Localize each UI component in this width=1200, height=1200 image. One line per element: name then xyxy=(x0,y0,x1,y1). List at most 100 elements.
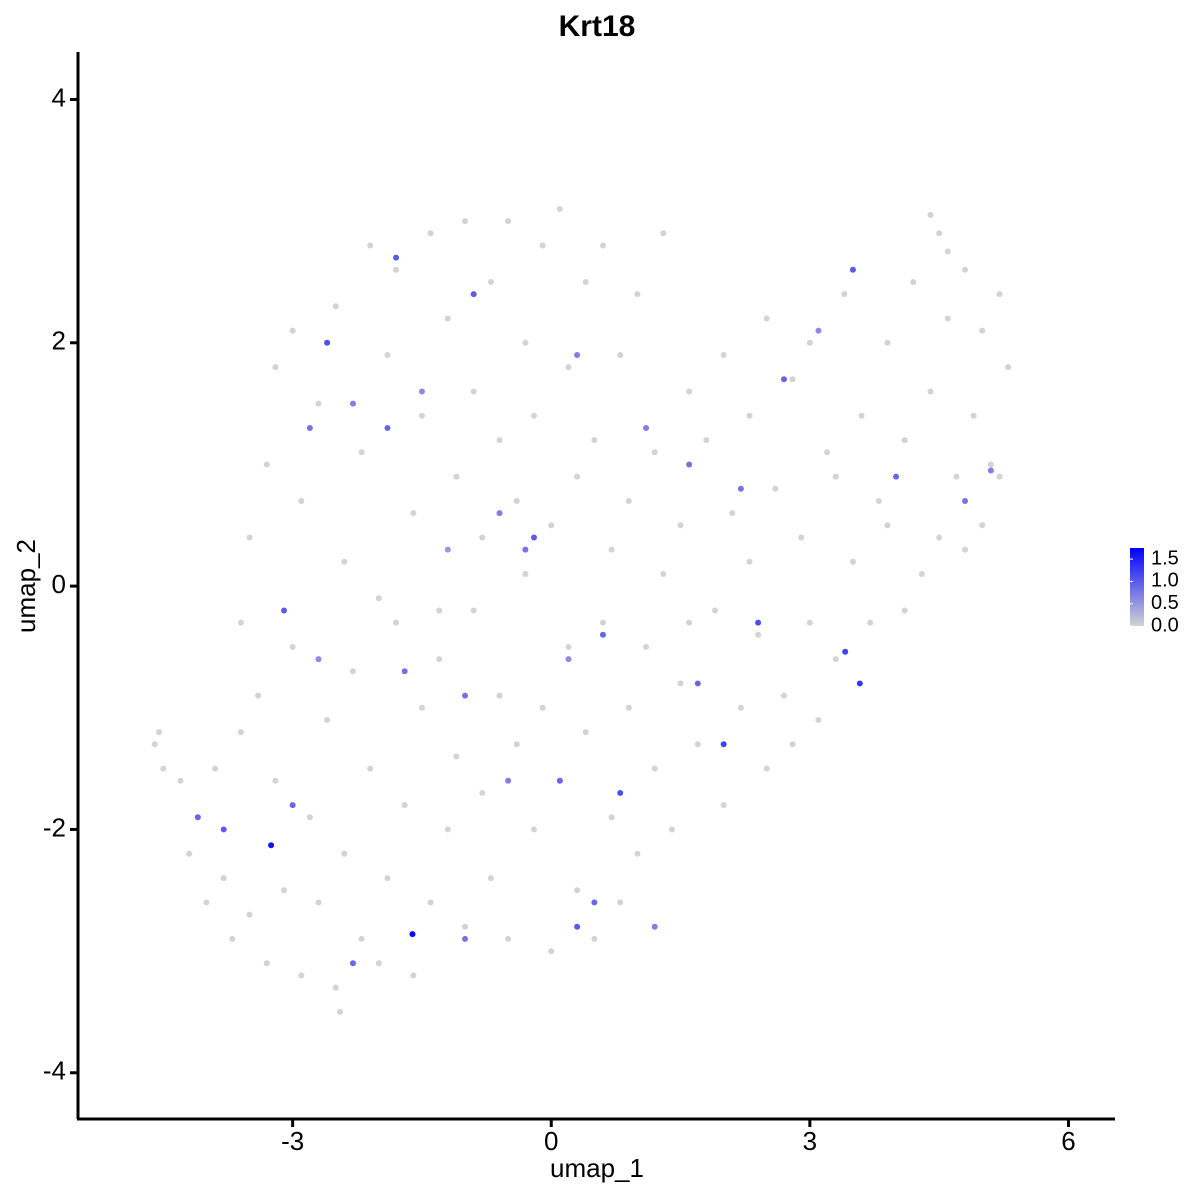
point xyxy=(806,339,813,346)
point xyxy=(298,497,305,504)
point xyxy=(591,437,598,444)
point xyxy=(772,485,779,492)
point xyxy=(970,412,977,419)
point xyxy=(487,278,494,285)
point xyxy=(384,351,391,358)
point xyxy=(651,765,658,772)
point xyxy=(884,339,891,346)
point xyxy=(410,972,417,979)
point xyxy=(186,850,193,857)
point xyxy=(418,388,425,395)
point xyxy=(539,704,546,711)
point xyxy=(470,388,477,395)
point xyxy=(160,765,167,772)
point xyxy=(565,364,572,371)
point xyxy=(418,704,425,711)
point xyxy=(582,729,589,736)
point xyxy=(263,960,270,967)
point xyxy=(979,522,986,529)
point xyxy=(737,485,744,492)
point xyxy=(255,692,262,699)
point xyxy=(470,607,477,614)
point xyxy=(522,546,529,553)
point xyxy=(574,887,581,894)
point xyxy=(531,412,538,419)
point xyxy=(220,826,227,833)
point xyxy=(324,716,331,723)
point xyxy=(505,777,512,784)
point xyxy=(625,704,632,711)
point xyxy=(298,972,305,979)
point xyxy=(660,570,667,577)
point xyxy=(410,510,417,517)
y-tick-label: 2 xyxy=(52,326,66,356)
point xyxy=(953,473,960,480)
point xyxy=(263,461,270,468)
point xyxy=(789,376,796,383)
legend-label: 0.0 xyxy=(1151,614,1179,636)
point xyxy=(367,765,374,772)
point xyxy=(599,631,606,638)
point xyxy=(332,303,339,310)
point xyxy=(746,412,753,419)
point xyxy=(694,680,701,687)
point xyxy=(212,765,219,772)
y-tick-label: -2 xyxy=(43,812,66,842)
point xyxy=(979,327,986,334)
point xyxy=(737,704,744,711)
legend-label: 1.0 xyxy=(1151,570,1179,592)
point xyxy=(686,388,693,395)
point xyxy=(660,230,667,237)
point xyxy=(858,412,865,419)
point xyxy=(332,984,339,991)
point xyxy=(444,315,451,322)
point xyxy=(444,546,451,553)
point xyxy=(341,558,348,565)
point xyxy=(349,400,356,407)
point xyxy=(548,522,555,529)
point xyxy=(755,619,762,626)
point xyxy=(289,802,296,809)
point xyxy=(246,534,253,541)
point xyxy=(625,497,632,504)
point xyxy=(401,802,408,809)
x-tick-label: 3 xyxy=(803,1126,817,1156)
point xyxy=(522,339,529,346)
point xyxy=(987,461,994,468)
point xyxy=(487,875,494,882)
point xyxy=(531,826,538,833)
point xyxy=(393,266,400,273)
point xyxy=(349,668,356,675)
point xyxy=(479,534,486,541)
point xyxy=(574,351,581,358)
point xyxy=(522,570,529,577)
point xyxy=(246,911,253,918)
point xyxy=(203,899,210,906)
point xyxy=(789,741,796,748)
point xyxy=(306,424,313,431)
point xyxy=(591,899,598,906)
point xyxy=(539,242,546,249)
point xyxy=(856,680,863,687)
point xyxy=(505,218,512,225)
point xyxy=(375,595,382,602)
point xyxy=(962,497,969,504)
point xyxy=(643,643,650,650)
point xyxy=(375,960,382,967)
point xyxy=(634,291,641,298)
color-bar xyxy=(1130,548,1144,626)
point xyxy=(686,461,693,468)
point xyxy=(453,473,460,480)
point xyxy=(996,473,1003,480)
point xyxy=(281,607,288,614)
point xyxy=(194,814,201,821)
point xyxy=(496,692,503,699)
point xyxy=(841,291,848,298)
point xyxy=(367,242,374,249)
point xyxy=(901,437,908,444)
point xyxy=(531,534,538,541)
point xyxy=(470,291,477,298)
point xyxy=(393,619,400,626)
